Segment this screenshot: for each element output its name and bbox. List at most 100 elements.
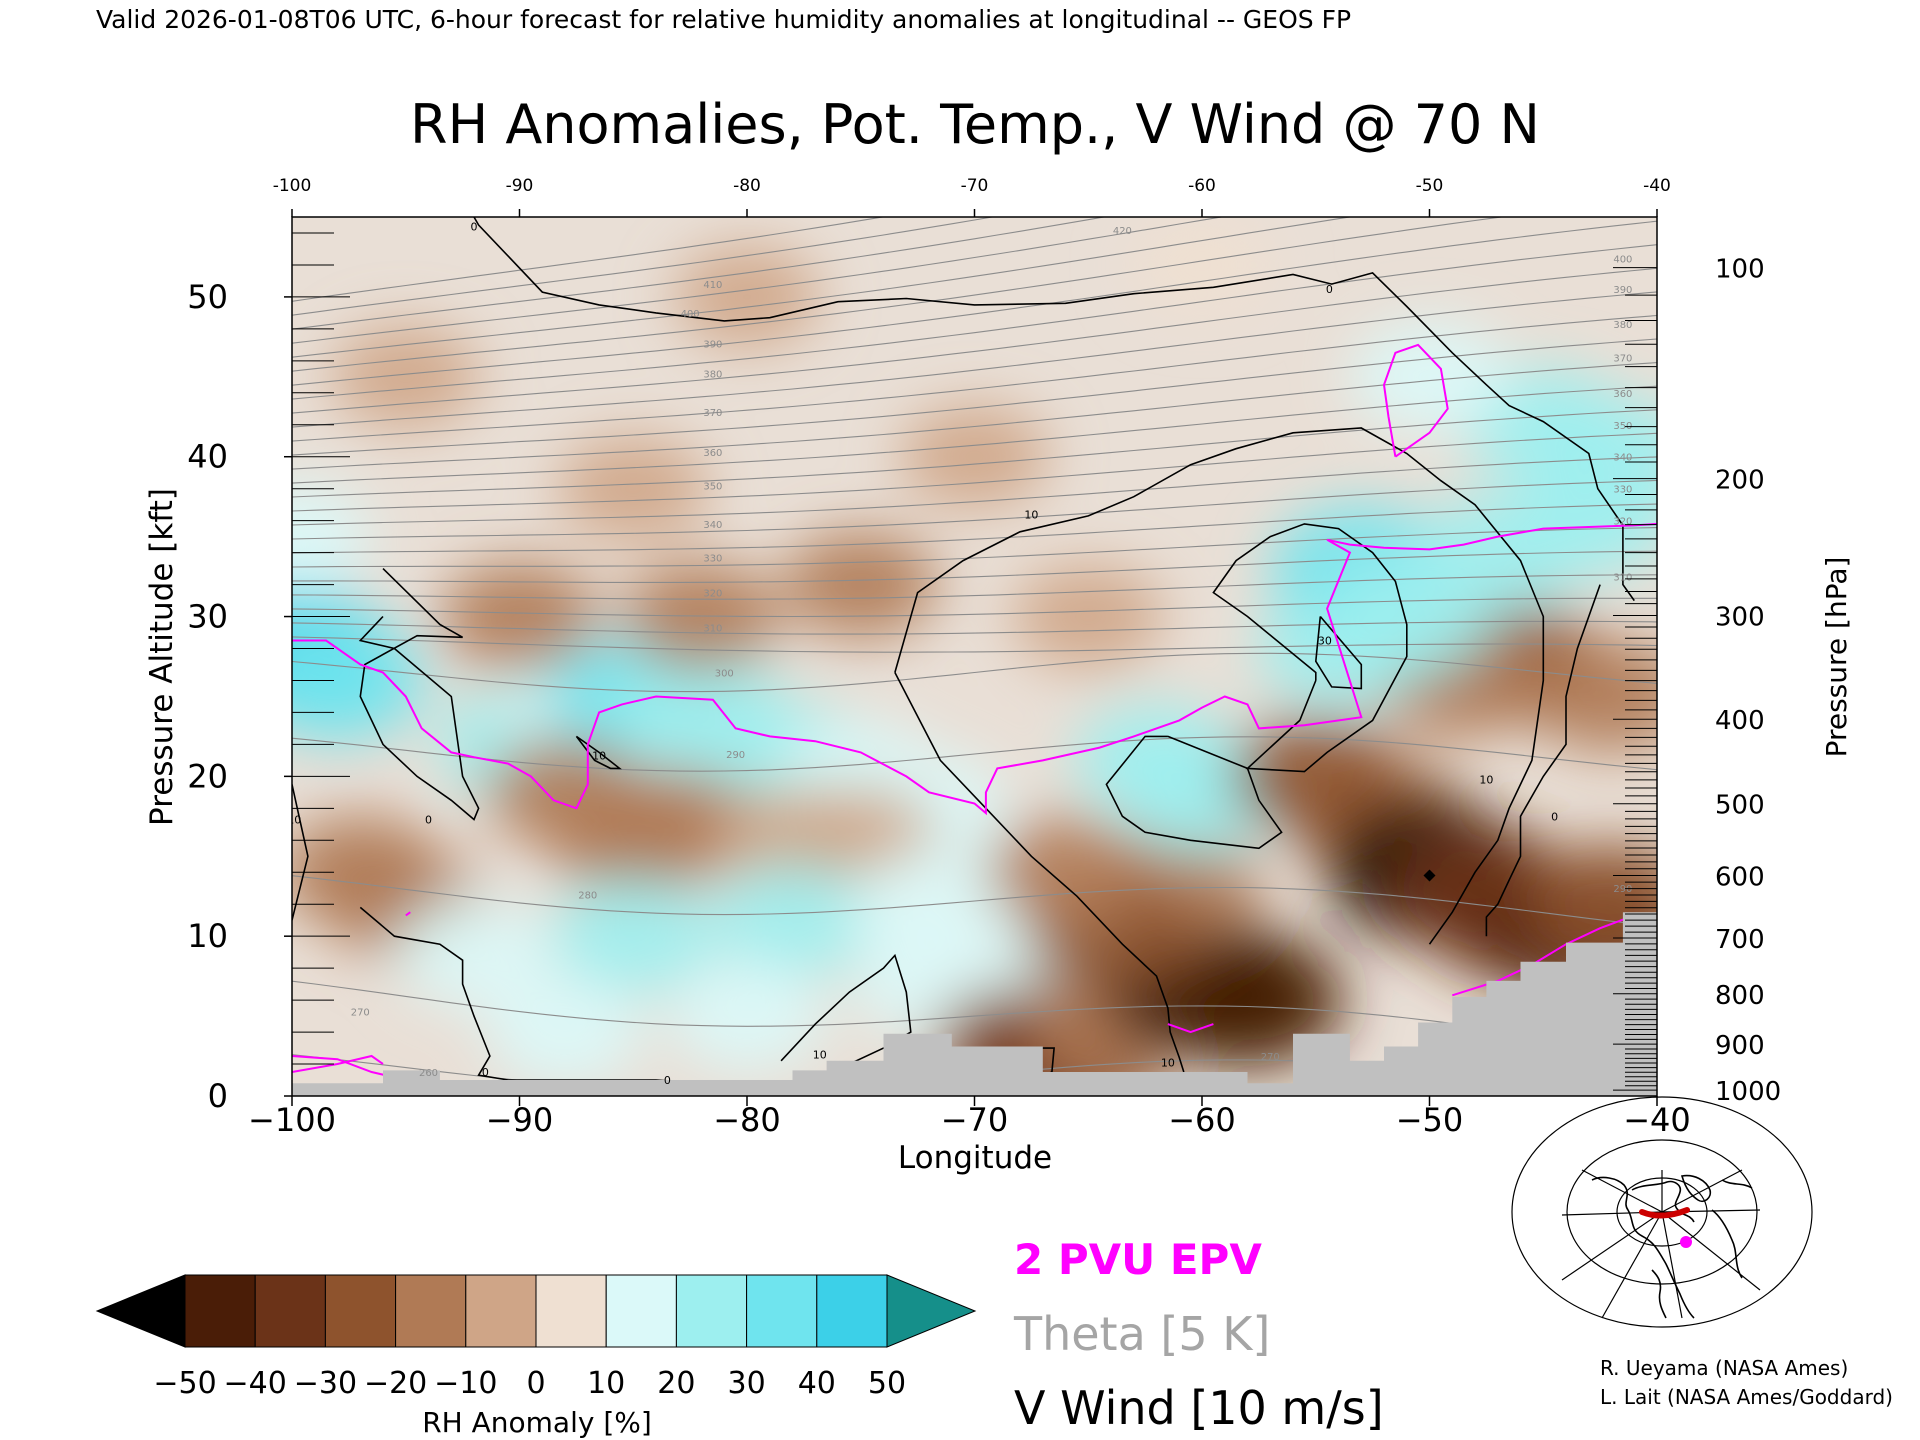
theta-label: 370 [703, 408, 722, 419]
rh-blob [899, 404, 1050, 510]
map-track [1639, 1207, 1690, 1219]
x-tick-label: −70 [941, 1101, 1009, 1139]
rh-blob [710, 862, 875, 978]
colorbar-bin [746, 1274, 818, 1348]
theta-label: 410 [703, 280, 722, 291]
colorbar-bin [535, 1274, 607, 1348]
x-tick-label: −100 [248, 1101, 336, 1139]
v-wind-label: 0 [664, 1074, 671, 1087]
v-wind-contour [1485, 584, 1601, 937]
colorbar-bin [816, 1274, 888, 1348]
rh-blob [1130, 217, 1274, 316]
theta-label: 380 [1613, 320, 1632, 331]
v-wind-label: 30 [1318, 635, 1332, 648]
rh-blob [673, 245, 821, 349]
terrain-mask [292, 912, 1657, 1096]
y-tick-label: 30 [187, 598, 228, 636]
x-tick-label: −60 [1168, 1101, 1236, 1139]
rh-blob [551, 878, 716, 994]
theta-line [292, 620, 1657, 635]
theta-label: 270 [1261, 1052, 1280, 1063]
colorbar-tick-label: −50 [153, 1366, 216, 1401]
rh-blob [1350, 321, 1509, 433]
theta-line [292, 479, 1657, 540]
pressure-tick-label: 700 [1715, 925, 1765, 955]
theta-line [292, 217, 1225, 344]
y-tick-label: 50 [187, 278, 228, 316]
theta-line [292, 550, 1657, 583]
credit-line-1: R. Ueyama (NASA Ames) [1600, 1356, 1848, 1380]
theta-line [292, 220, 1657, 386]
theta-label: 380 [703, 370, 722, 381]
colorbar-low-arrow [95, 1274, 186, 1348]
colorbar-tick-label: 10 [587, 1366, 625, 1401]
credit-line-2: L. Lait (NASA Ames/Goddard) [1600, 1385, 1893, 1409]
theta-line [292, 736, 1657, 772]
y-axis-label-right: Pressure [hPa] [1820, 557, 1853, 758]
top-tick-label: -100 [273, 176, 312, 196]
colorbar-tick-label: −20 [364, 1366, 427, 1401]
theta-line [292, 875, 1657, 927]
v-wind-label: 0 [1326, 283, 1333, 296]
theta-line [292, 267, 1657, 414]
colorbar-bin [605, 1274, 677, 1348]
theta-label: 400 [1613, 255, 1632, 266]
rh-blob [986, 816, 1145, 928]
epv-contour [405, 911, 411, 917]
map-marker [1680, 1236, 1692, 1248]
v-wind-label: 0 [425, 814, 432, 827]
plot-area: 2602702702802903003103203303403503603703… [292, 217, 1657, 1096]
chart-title: RH Anomalies, Pot. Temp., V Wind @ 70 N [410, 93, 1540, 156]
colorbar-bin [675, 1274, 748, 1348]
pressure-tick-label: 1000 [1715, 1077, 1781, 1107]
v-wind-label: 10 [1479, 774, 1493, 787]
pressure-tick-label: 900 [1715, 1031, 1765, 1061]
legend-theta: Theta [5 K] [1013, 1307, 1270, 1361]
x-tick-label: −80 [713, 1101, 781, 1139]
theta-label: 330 [1613, 485, 1632, 496]
point-marker [1423, 869, 1436, 882]
theta-label: 340 [1613, 453, 1632, 464]
theta-label: 290 [726, 750, 745, 761]
theta-contours [292, 217, 1657, 1096]
theta-line [292, 244, 1657, 400]
theta-label: 400 [681, 309, 700, 320]
rh-blob [850, 848, 1008, 960]
rh-blob [292, 618, 426, 743]
rh-anomaly-field [292, 217, 1657, 1096]
theta-line [292, 217, 886, 302]
v-wind-contour [1314, 615, 1363, 690]
theta-line [292, 597, 1657, 618]
x-tick-label: −90 [486, 1101, 554, 1139]
legend-vwind: V Wind [10 m/s] [1014, 1381, 1384, 1435]
colorbar-tick-label: −30 [294, 1366, 357, 1401]
pressure-tick-label: 600 [1715, 862, 1765, 892]
v-wind-labels: 0 0 0 10 10 10 10 10 10 0 0 0 30 [292, 221, 1558, 1087]
rh-blob [395, 896, 553, 1008]
colorbar-tick-label: −40 [224, 1366, 287, 1401]
epv-contour [1167, 1023, 1214, 1034]
theta-line [292, 314, 1657, 442]
theta-line [292, 527, 1657, 568]
rh-blob [1012, 563, 1165, 670]
epv-contour [1382, 343, 1449, 458]
theta-label: 420 [1113, 226, 1132, 237]
theta-label: 310 [703, 624, 722, 635]
pressure-tick-label: 300 [1715, 602, 1765, 632]
pressure-tick-label: 800 [1715, 981, 1765, 1011]
theta-line [292, 338, 1657, 456]
theta-label: 350 [703, 481, 722, 492]
v-wind-label: 10 [813, 1048, 827, 1061]
v-wind-contour [473, 217, 1635, 602]
top-tick-label: -80 [733, 176, 761, 196]
pressure-tick-label: 200 [1715, 466, 1765, 496]
colorbar-bin [465, 1274, 537, 1348]
y-tick-label: 20 [187, 757, 228, 795]
top-tick-label: -90 [506, 176, 534, 196]
theta-line [292, 432, 1657, 512]
pressure-tick-label: 400 [1715, 706, 1765, 736]
v-wind-label: 0 [482, 1066, 489, 1079]
v-wind-contour [1212, 523, 1408, 773]
valid-time-header: Valid 2026-01-08T06 UTC, 6-hour forecast… [96, 5, 1351, 34]
theta-label: 280 [578, 891, 597, 902]
